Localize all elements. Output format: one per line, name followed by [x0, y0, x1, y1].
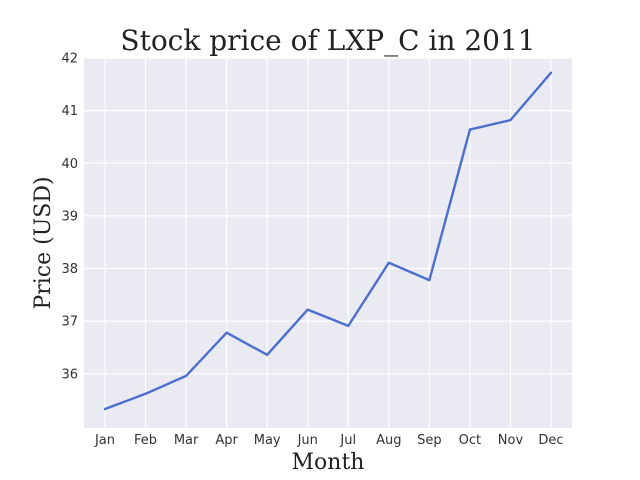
x-tick-label: Jan: [94, 433, 115, 448]
y-tick-label: 41: [61, 104, 78, 119]
plot-area: [84, 58, 572, 428]
price-series-line: [103, 71, 553, 411]
x-tick-label: Nov: [498, 433, 524, 448]
y-tick-label: 39: [61, 209, 78, 224]
x-tick-label: Aug: [376, 433, 401, 448]
x-tick-label: Apr: [215, 433, 238, 448]
x-axis-label: Month: [292, 450, 365, 475]
y-axis-label: Price (USD): [31, 176, 56, 309]
x-tick-label: Jul: [339, 433, 356, 448]
x-axis-ticks: Jan Feb Mar Apr May Jun Jul Aug Sep Oct Nov Dec: [94, 433, 564, 448]
y-tick-label: 42: [61, 52, 78, 67]
x-tick-label: Feb: [134, 433, 157, 448]
y-tick-label: 36: [61, 367, 78, 382]
y-tick-label: 37: [61, 315, 78, 330]
y-tick-label: 40: [61, 157, 78, 172]
x-tick-label: May: [254, 433, 281, 448]
x-tick-label: Dec: [538, 433, 563, 448]
x-tick-label: Jun: [297, 433, 318, 448]
series-layer: [103, 71, 553, 411]
x-tick-label: Sep: [417, 433, 442, 448]
y-tick-label: 38: [61, 262, 78, 277]
x-tick-label: Mar: [174, 433, 199, 448]
y-axis-ticks: 36 37 38 39 40 41 42: [61, 52, 78, 383]
x-tick-label: Oct: [459, 433, 481, 448]
chart-title: Stock price of LXP_C in 2011: [120, 24, 535, 57]
